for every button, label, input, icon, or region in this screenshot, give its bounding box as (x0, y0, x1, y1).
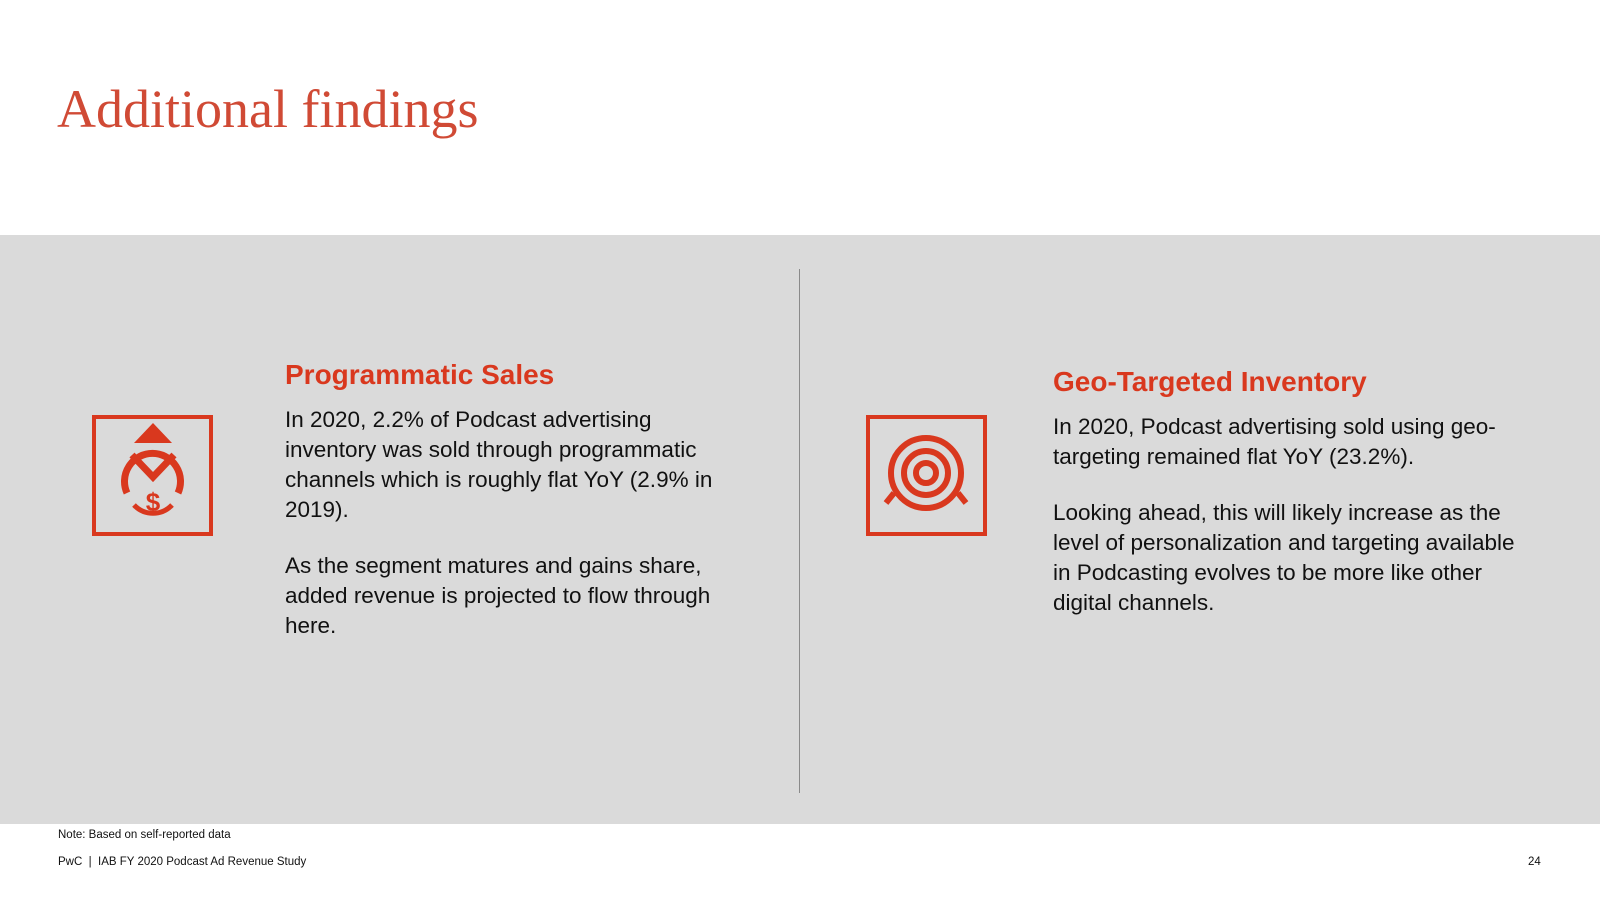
svg-text:$: $ (146, 487, 161, 517)
footer-source: PwC | IAB FY 2020 Podcast Ad Revenue Stu… (58, 856, 307, 868)
footnote: Note: Based on self-reported data (58, 829, 231, 841)
divider (799, 269, 800, 793)
paragraph: In 2020, Podcast advertising sold using … (1053, 414, 1496, 469)
page-number: 24 (1528, 856, 1541, 868)
programmatic-icon: $ (92, 415, 213, 536)
slide-title: Additional findings (57, 79, 479, 139)
section-body: In 2020, 2.2% of Podcast advertising inv… (285, 405, 715, 667)
section-body: In 2020, Podcast advertising sold using … (1053, 412, 1523, 644)
paragraph: Looking ahead, this will likely increase… (1053, 500, 1515, 615)
paragraph: As the segment matures and gains share, … (285, 553, 711, 638)
section-heading: Programmatic Sales (285, 359, 555, 390)
paragraph: In 2020, 2.2% of Podcast advertising inv… (285, 407, 713, 522)
section-heading: Geo-Targeted Inventory (1053, 366, 1367, 397)
content-band (0, 235, 1600, 824)
target-icon (866, 415, 987, 536)
